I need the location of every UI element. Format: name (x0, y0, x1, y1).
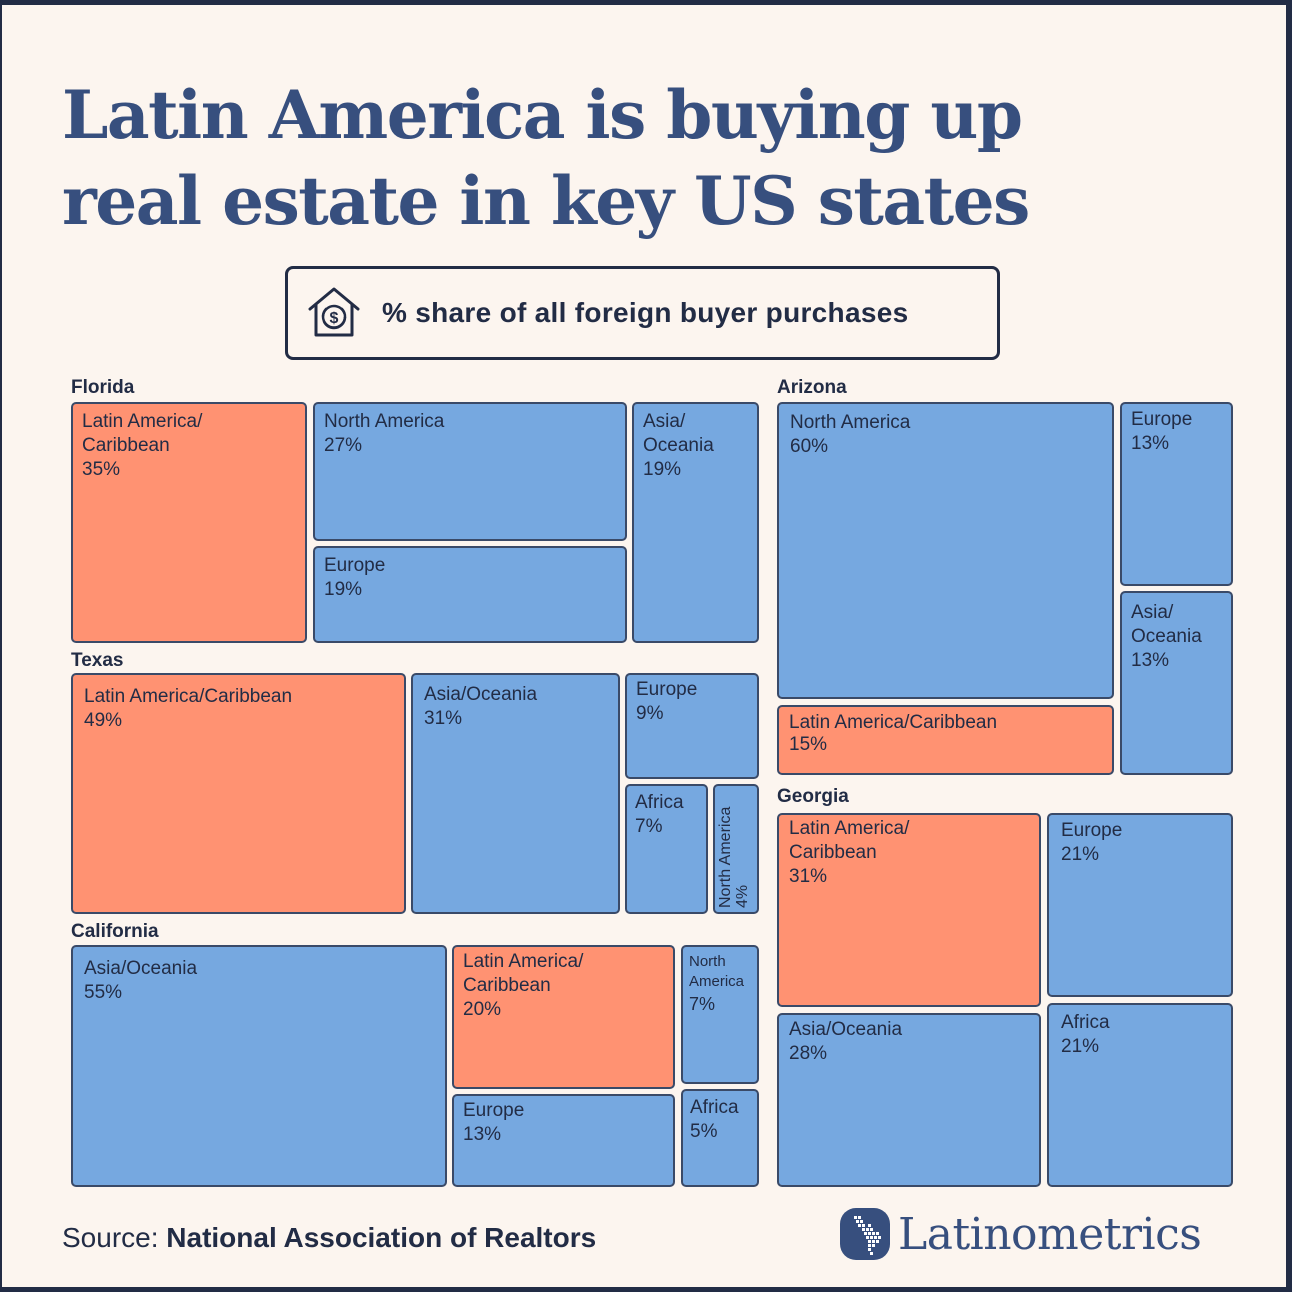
tile-arizona-north-america: North America 60% (777, 402, 1114, 699)
source-citation: Source: National Association of Realtors (62, 1222, 596, 1254)
tile-california-latin-america: Latin America/ Caribbean 20% (452, 945, 675, 1089)
latin-america-map-logo-icon (840, 1208, 890, 1260)
tile-percent: 28% (789, 1043, 828, 1064)
tile-label: America (689, 973, 745, 990)
tile-percent: 60% (790, 436, 829, 457)
page-title: Latin America is buying up real estate i… (62, 72, 1030, 244)
tile-texas-latin-america: Latin America/Caribbean 49% (71, 673, 406, 914)
tile-percent: 5% (690, 1121, 718, 1142)
tile-label: Asia/ (643, 411, 686, 432)
tile-texas-north-america: North America 4% (713, 784, 759, 914)
state-label-arizona: Arizona (777, 377, 847, 398)
tile-label: Africa (1061, 1012, 1110, 1033)
tile-arizona-latin-america: Latin America/Caribbean 15% (777, 705, 1114, 775)
tile-georgia-europe: Europe 21% (1047, 813, 1233, 997)
tile-label: Asia/Oceania (424, 684, 538, 705)
tile-label: Oceania (1131, 626, 1202, 647)
tile-arizona-europe: Europe 13% (1120, 402, 1233, 586)
tile-label: Asia/Oceania (84, 958, 198, 979)
tile-percent: 31% (424, 708, 463, 729)
tile-label: Oceania (643, 435, 714, 456)
legend-box: $ % share of all foreign buyer purchases (285, 266, 1000, 360)
tile-label: Asia/Oceania (789, 1019, 903, 1040)
tile-percent: 49% (84, 710, 123, 731)
tile-percent: 31% (789, 866, 828, 887)
tile-texas-africa: Africa 7% (625, 784, 708, 914)
tile-percent: 55% (84, 982, 123, 1003)
tile-percent: 13% (1131, 433, 1170, 454)
tile-vertical-text: North America 4% (717, 807, 751, 908)
source-name: National Association of Realtors (166, 1222, 597, 1253)
tile-label: Europe (463, 1100, 525, 1121)
legend-text: % share of all foreign buyer purchases (382, 297, 909, 328)
tile-california-asia-oceania: Asia/Oceania 55% (71, 945, 447, 1187)
house-dollar-icon: $ (308, 287, 360, 337)
tile-label: Asia/ (1131, 602, 1174, 623)
tile-percent: 15% (789, 734, 828, 755)
tile-california-europe: Europe 13% (452, 1094, 675, 1187)
tile-florida-europe: Europe 19% (313, 546, 627, 643)
tile-label: Africa (635, 792, 684, 813)
tile-label: Caribbean (82, 435, 170, 456)
tile-label: Caribbean (789, 842, 877, 863)
tile-label: Latin America/ (463, 951, 584, 972)
tile-texas-europe: Europe 9% (625, 673, 759, 779)
tile-label: North America (717, 806, 734, 908)
state-label-florida: Florida (71, 377, 135, 398)
tile-label: Africa (690, 1097, 739, 1118)
tile-percent: 19% (324, 579, 363, 600)
tile-percent: 19% (643, 459, 682, 480)
tile-percent: 13% (1131, 650, 1170, 671)
tile-label: Latin America/Caribbean (84, 686, 293, 707)
tile-label: North America (790, 412, 911, 433)
source-prefix: Source: (62, 1222, 159, 1253)
tile-label: Latin America/ (789, 818, 910, 839)
tile-percent: 35% (82, 459, 121, 480)
tile-arizona-asia-oceania: Asia/ Oceania 13% (1120, 591, 1233, 775)
brand-name: Latinometrics (898, 1208, 1202, 1260)
tile-label: Caribbean (463, 975, 551, 996)
tile-percent: 7% (689, 994, 716, 1014)
svg-text:$: $ (330, 310, 339, 327)
tile-label: Europe (1131, 409, 1193, 430)
tile-georgia-latin-america: Latin America/ Caribbean 31% (777, 813, 1041, 1007)
tile-percent: 21% (1061, 844, 1100, 865)
tile-label: Europe (1061, 820, 1123, 841)
title-line-1: Latin America is buying up (62, 76, 1023, 154)
tile-label: Latin America/ (82, 411, 203, 432)
state-label-texas: Texas (71, 650, 124, 671)
tile-georgia-africa: Africa 21% (1047, 1003, 1233, 1187)
state-label-georgia: Georgia (777, 786, 849, 807)
tile-percent: 20% (463, 999, 502, 1020)
tile-florida-latin-america: Latin America/ Caribbean 35% (71, 402, 307, 643)
tile-texas-asia-oceania: Asia/Oceania 31% (411, 673, 620, 914)
tile-florida-north-america: North America 27% (313, 402, 627, 541)
state-label-california: California (71, 921, 159, 942)
title-line-2: real estate in key US states (62, 162, 1030, 240)
brand-logo: Latinometrics (840, 1208, 1202, 1260)
tile-label: Latin America/Caribbean (789, 712, 998, 733)
tile-label: Europe (324, 555, 386, 576)
tile-florida-asia-oceania: Asia/ Oceania 19% (632, 402, 759, 643)
tile-label: North (689, 953, 726, 970)
tile-percent: 13% (463, 1124, 502, 1145)
tile-georgia-asia-oceania: Asia/Oceania 28% (777, 1013, 1041, 1187)
tile-percent: 9% (636, 703, 664, 724)
tile-percent: 27% (324, 435, 363, 456)
tile-label: Europe (636, 679, 698, 700)
tile-california-africa: Africa 5% (681, 1089, 759, 1187)
tile-label: North America (324, 411, 445, 432)
tile-percent: 7% (635, 816, 663, 837)
tile-percent: 21% (1061, 1036, 1100, 1057)
tile-california-north-america: North America 7% (681, 945, 759, 1084)
tile-percent: 4% (734, 884, 751, 908)
